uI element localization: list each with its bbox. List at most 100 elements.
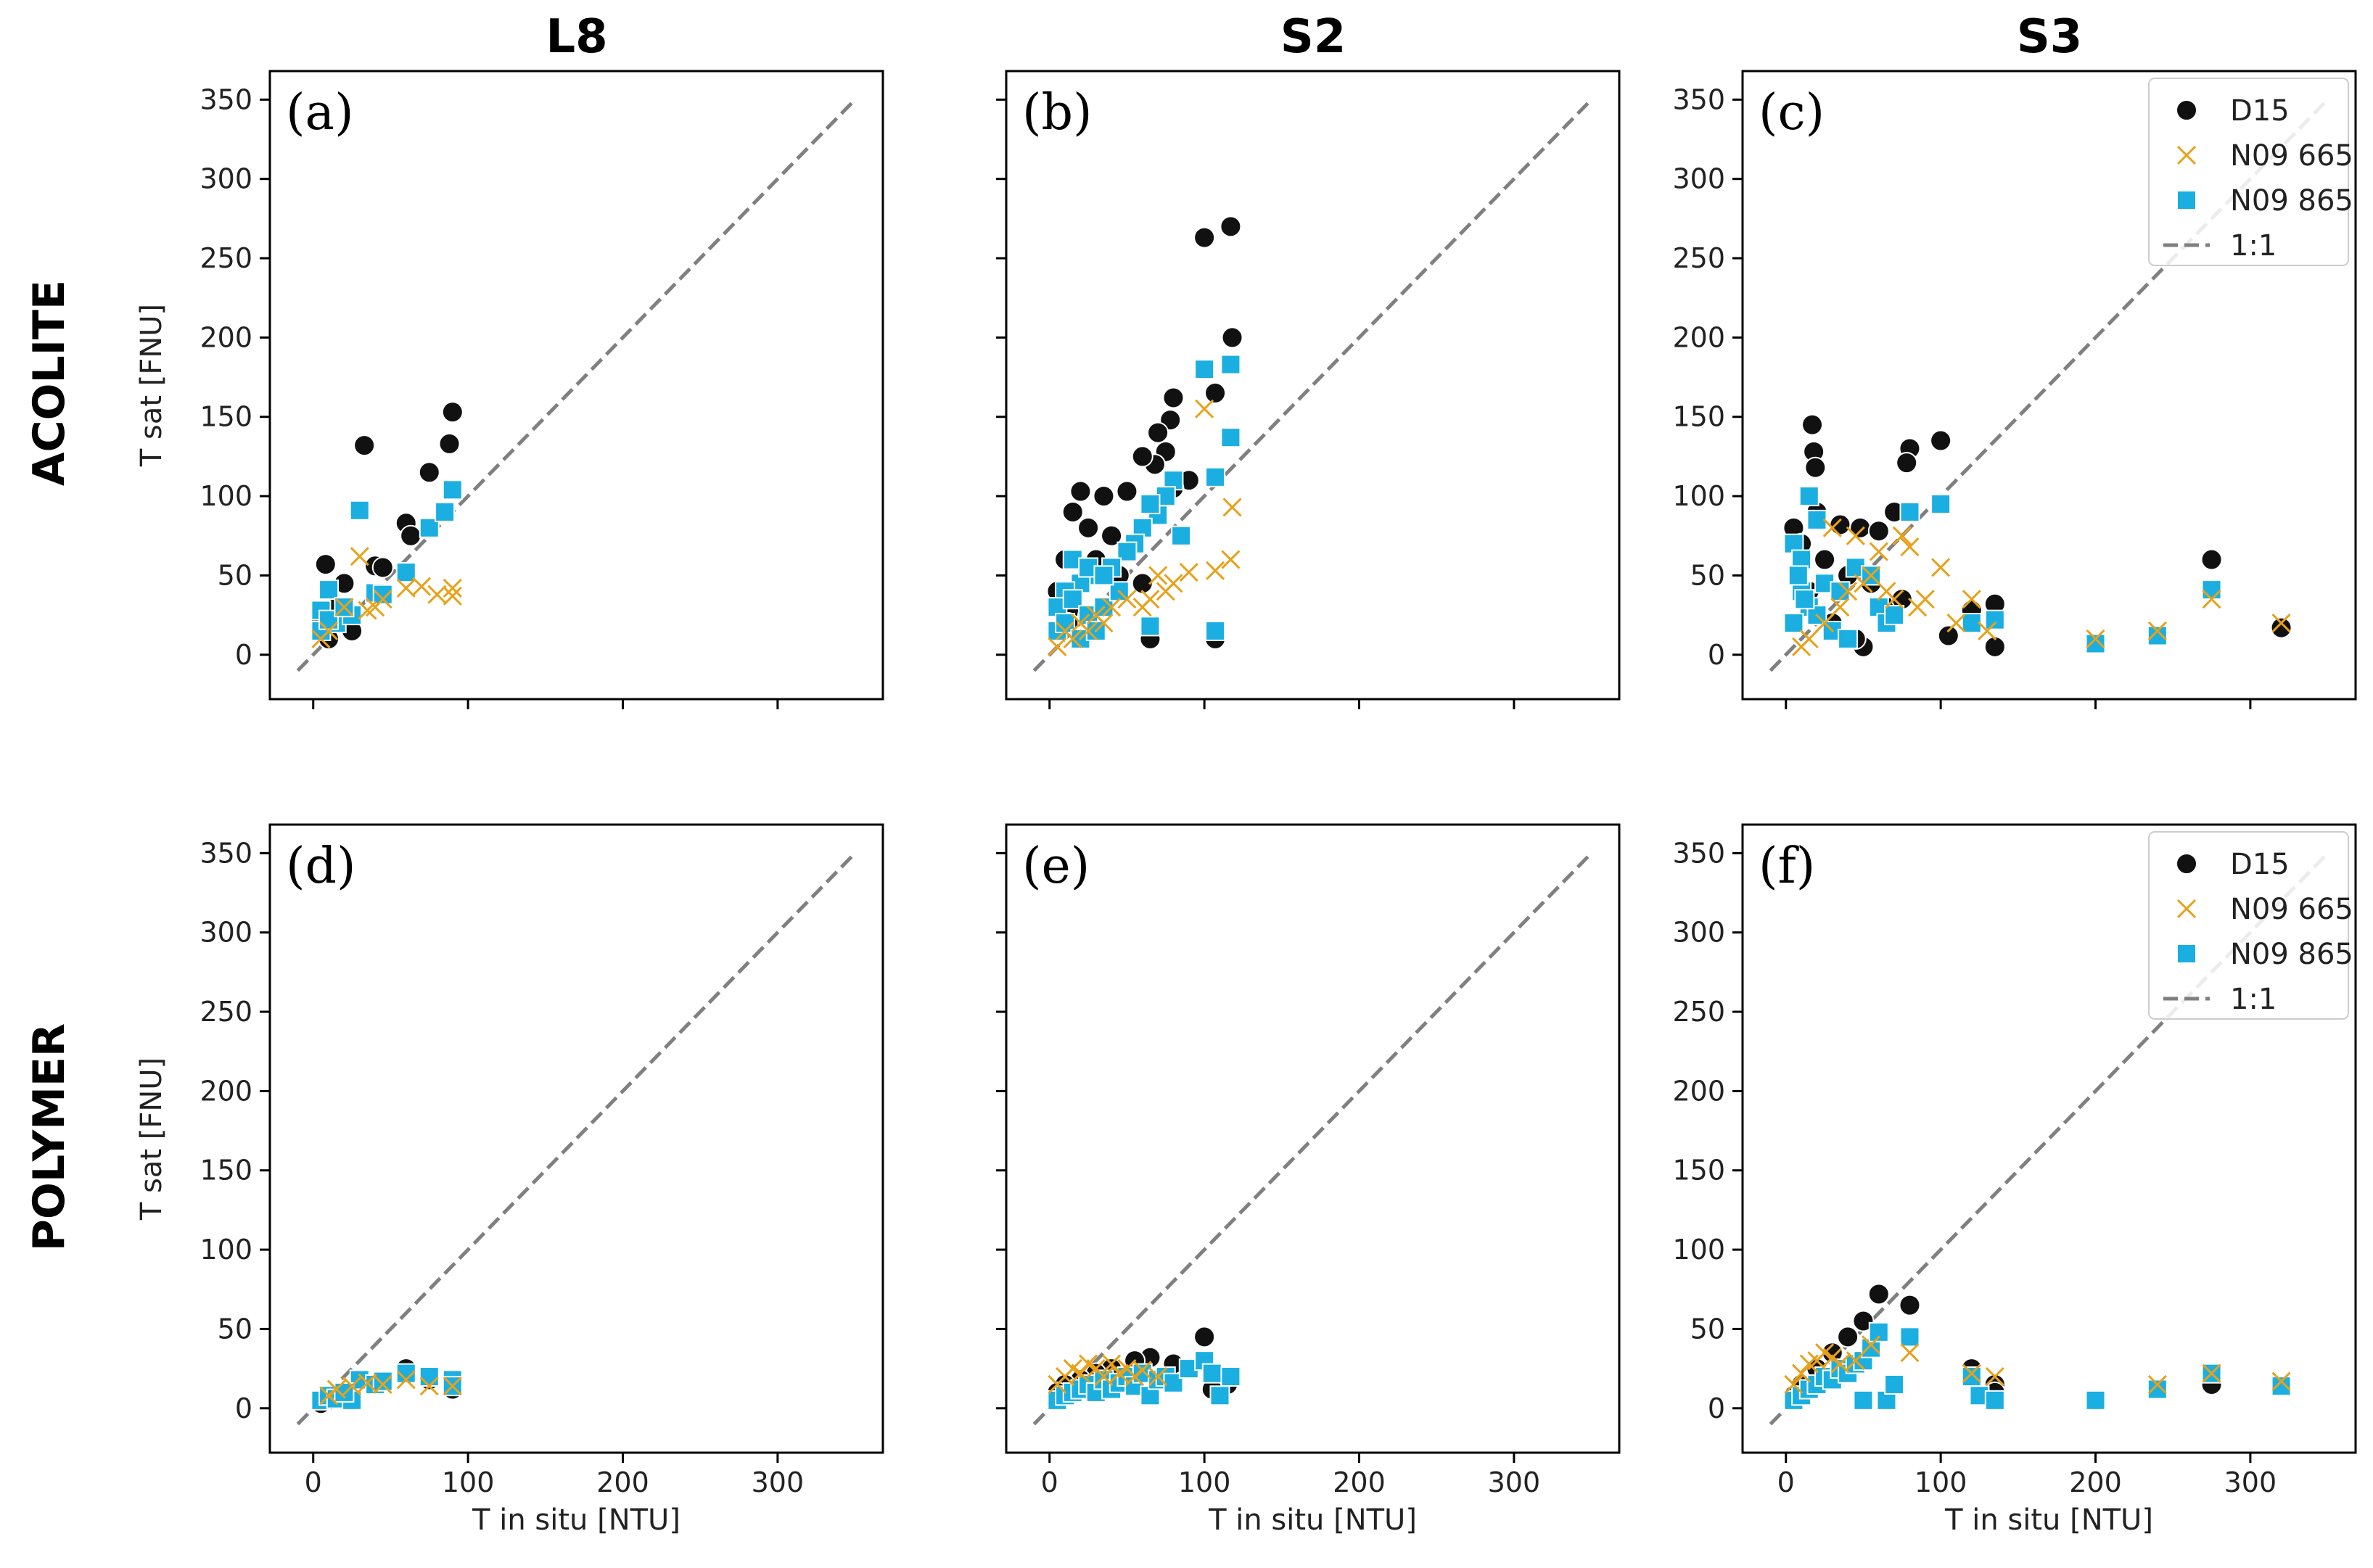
data-point [1838, 628, 1859, 649]
series-n09-665 [1048, 399, 1242, 656]
data-point [438, 432, 461, 455]
x-stroke [1962, 1363, 1981, 1383]
x-stroke [350, 547, 369, 566]
legend-label: N09 665 [2230, 893, 2353, 926]
x-tick-label: 300 [2224, 1466, 2277, 1498]
data-point [1131, 445, 1153, 468]
y-tick-label: 300 [200, 163, 252, 195]
legend-label: 1:1 [2230, 983, 2277, 1016]
data-point [1930, 494, 1952, 515]
legend-label: D15 [2230, 94, 2290, 128]
data-point [318, 579, 340, 601]
one-to-one-line [296, 98, 857, 672]
x-tick-label: 100 [442, 1466, 495, 1498]
y-axis-label: T sat [FNU] [135, 304, 168, 467]
x-stroke [419, 1377, 439, 1396]
x-stroke [1206, 561, 1225, 580]
panel-label: (d) [286, 838, 356, 895]
data-point [2086, 629, 2105, 648]
x-stroke [1978, 621, 1997, 641]
y-tick-label: 50 [218, 1313, 252, 1345]
data-point [311, 629, 331, 648]
x-stroke [373, 1374, 392, 1395]
data-point [1814, 548, 1836, 571]
y-tick-label: 150 [200, 1155, 252, 1187]
data-point [1093, 485, 1115, 508]
data-point [1205, 466, 1226, 487]
column-title-s2: S2 [1280, 10, 1346, 64]
x-stroke [443, 586, 462, 606]
y-tick-label: 350 [1672, 837, 1725, 869]
x-stroke [1869, 542, 1888, 561]
plot-area [1769, 851, 2329, 1426]
x-tick-label: 200 [2069, 1466, 2122, 1498]
data-point [1978, 621, 1997, 641]
x-stroke [1792, 637, 1811, 656]
data-point [1156, 582, 1175, 601]
data-point [1048, 637, 1067, 656]
data-point [2147, 625, 2168, 646]
data-point [1838, 582, 1858, 601]
data-point [1079, 621, 1098, 641]
y-tick-label: 50 [1690, 1313, 1725, 1345]
legend-marker-n09-865 [2176, 190, 2197, 210]
panel-b: (b) [996, 70, 1621, 709]
x-tick-label: 200 [596, 1466, 649, 1498]
data-point [1867, 520, 1890, 542]
data-point [418, 461, 440, 484]
x-stroke [319, 1386, 339, 1406]
series-n09-665 [311, 547, 462, 648]
x-stroke [1885, 590, 1904, 609]
data-point [1069, 480, 1092, 503]
data-point [314, 553, 337, 576]
data-point [2085, 633, 2106, 654]
data-point [419, 1377, 439, 1396]
data-point [1171, 525, 1192, 546]
column-title-l8: L8 [546, 10, 607, 64]
data-point [1132, 1361, 1152, 1380]
data-point [1094, 613, 1114, 633]
panel-e: 0 100 200 300 T in situ [NTU] (e) [996, 823, 1621, 1537]
x-stroke [311, 629, 331, 648]
data-point [1220, 1366, 1241, 1387]
data-point [1222, 498, 1242, 517]
data-point [1900, 1343, 1920, 1363]
y-tick-label: 250 [1672, 242, 1725, 274]
y-tick-label: 100 [1672, 480, 1725, 512]
data-point [396, 1370, 416, 1390]
legend: D15 N09 665 N09 865 1:1 [2148, 831, 2353, 1020]
data-point [1830, 598, 1850, 617]
data-point [1868, 1321, 1889, 1342]
panel-label: (c) [1759, 84, 1825, 141]
data-point [372, 1371, 393, 1392]
data-point [2200, 548, 2223, 571]
data-point [2201, 579, 2222, 601]
data-point [1193, 226, 1216, 249]
data-point [1794, 589, 1815, 610]
x-axis-label: T in situ [NTU] [1944, 1503, 2153, 1537]
y-tick-label: 100 [200, 480, 252, 512]
x-stroke [443, 1377, 462, 1396]
data-point [1194, 359, 1215, 380]
x-stroke [1908, 598, 1928, 617]
x-axis-label: T in situ [NTU] [1208, 1503, 1417, 1537]
y-tick-label: 200 [1672, 321, 1725, 353]
x-tick-label: 300 [1488, 1466, 1541, 1498]
x-stroke [358, 601, 377, 620]
data-point [350, 547, 369, 566]
one-to-one-line [296, 851, 857, 1426]
data-point [1962, 1363, 1981, 1383]
row-titles: ACOLITE POLYMER [24, 280, 75, 1251]
plot-area [296, 98, 857, 672]
plot-area [1032, 851, 1593, 1426]
data-point [1792, 637, 1811, 656]
y-tick-label: 0 [235, 639, 252, 671]
data-point [334, 598, 354, 617]
data-point [2271, 1371, 2291, 1391]
data-point [1867, 1283, 1890, 1305]
data-point [1220, 215, 1242, 238]
data-point [2271, 1376, 2292, 1397]
data-point [2202, 590, 2221, 609]
data-point [1984, 609, 2005, 630]
x-stroke [1830, 1354, 1850, 1374]
